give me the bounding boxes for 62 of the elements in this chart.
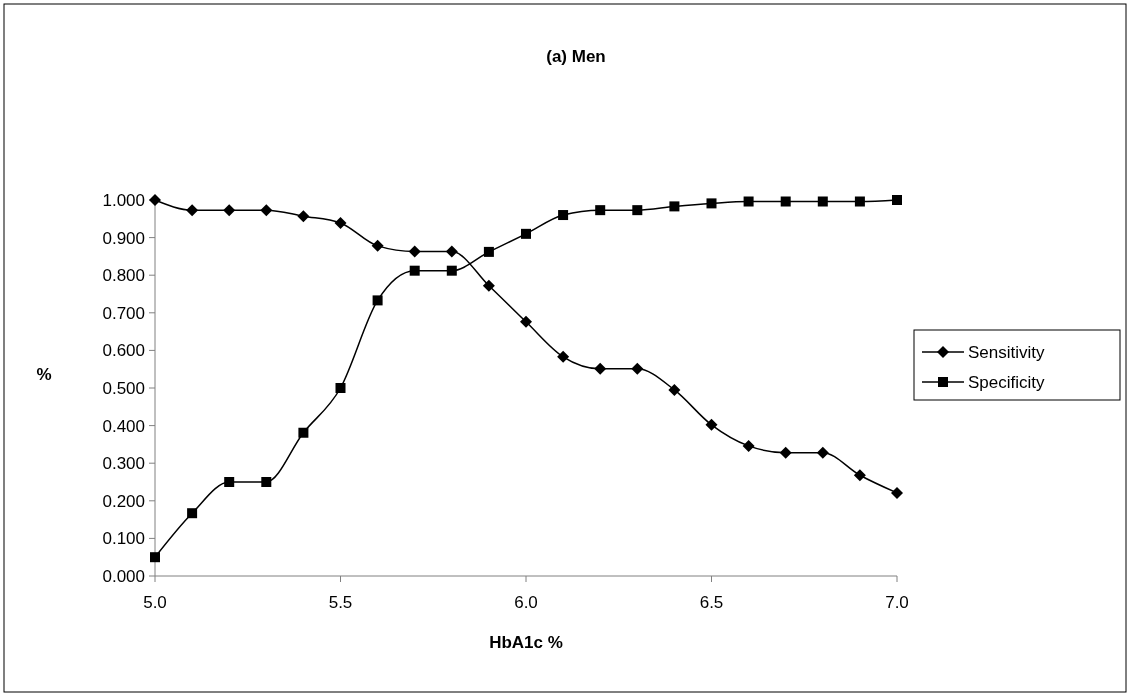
legend-label: Sensitivity <box>968 342 1046 362</box>
x-tick-label: 5.0 <box>143 593 167 612</box>
point <box>668 383 681 396</box>
point <box>372 295 383 306</box>
point <box>669 201 680 212</box>
point <box>892 195 902 205</box>
x-tick-label: 5.5 <box>328 593 353 612</box>
y-tick-label: 0.300 <box>102 454 145 474</box>
point <box>445 245 458 258</box>
point <box>742 439 755 452</box>
point <box>594 362 607 375</box>
point <box>595 205 606 216</box>
x-tick-label: 7.0 <box>885 593 909 612</box>
point <box>521 228 531 239</box>
point <box>261 477 272 487</box>
point <box>780 196 791 207</box>
point <box>891 486 903 499</box>
point <box>853 469 866 482</box>
y-tick-label: 0.100 <box>102 529 145 549</box>
point <box>446 265 457 276</box>
y-tick-label: 0.700 <box>102 303 145 323</box>
x-tick-label: 6.0 <box>514 593 538 612</box>
y-tick-label: 1.000 <box>102 190 145 210</box>
point <box>817 196 828 207</box>
point <box>260 204 273 217</box>
point <box>520 315 532 328</box>
point <box>854 196 865 207</box>
y-tick-label: 0.900 <box>102 228 145 248</box>
point <box>482 279 495 292</box>
legend-label: Specificity <box>968 372 1046 392</box>
point <box>335 383 346 393</box>
point <box>297 210 310 223</box>
y-tick-label: 0.400 <box>102 416 145 436</box>
y-tick-label: 0.500 <box>102 378 145 398</box>
x-axis-title: HbA1c % <box>489 633 563 652</box>
point <box>408 245 421 258</box>
point <box>223 204 236 217</box>
y-tick-label: 0.600 <box>102 341 145 361</box>
point <box>706 198 717 209</box>
point <box>483 246 494 257</box>
point <box>186 204 199 217</box>
point <box>558 210 569 221</box>
x-tick-label: 6.5 <box>699 593 724 612</box>
point <box>409 265 420 276</box>
point <box>334 216 347 229</box>
chart-title: (a) Men <box>546 47 606 66</box>
point <box>557 350 570 363</box>
y-tick-label: 0.000 <box>102 566 145 586</box>
point <box>816 446 829 459</box>
point <box>298 427 309 438</box>
point <box>187 508 198 519</box>
point <box>779 446 792 459</box>
point <box>150 552 160 563</box>
point <box>371 239 384 252</box>
point <box>224 477 235 487</box>
point <box>705 418 718 431</box>
point <box>631 362 644 375</box>
point <box>632 205 643 216</box>
y-axis-title: % <box>36 365 52 384</box>
point <box>743 196 754 207</box>
y-tick-label: 0.800 <box>102 266 145 286</box>
y-tick-label: 0.200 <box>102 491 145 511</box>
